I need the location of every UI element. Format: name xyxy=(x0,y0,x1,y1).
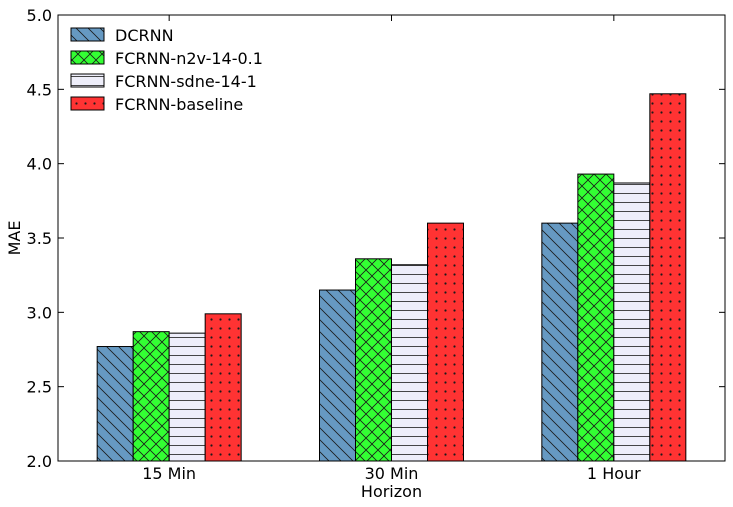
bar xyxy=(355,258,392,462)
bar xyxy=(577,173,615,462)
bar xyxy=(204,313,242,462)
bar xyxy=(132,331,170,462)
bar xyxy=(168,332,206,462)
legend-label: FCRNN-sdne-14-1 xyxy=(115,72,257,91)
legend-label: FCRNN-n2v-14-0.1 xyxy=(115,49,263,68)
legend-swatch xyxy=(70,96,105,111)
x-tick-label: 15 Min xyxy=(142,464,196,483)
legend-swatch xyxy=(70,73,105,88)
x-axis-label: Horizon xyxy=(361,482,422,501)
y-tick-label: 5.0 xyxy=(27,6,52,25)
x-axis: 15 Min 30 Min 1 Hour xyxy=(142,15,641,483)
legend-label: DCRNN xyxy=(115,26,174,45)
bar xyxy=(613,182,651,462)
y-tick-label: 4.0 xyxy=(27,155,52,174)
y-tick-label: 3.0 xyxy=(27,303,52,322)
y-tick-label: 2.0 xyxy=(27,452,52,471)
bar xyxy=(391,264,428,462)
legend-label: FCRNN-baseline xyxy=(115,95,243,114)
bars-group xyxy=(96,93,687,462)
x-tick-label: 30 Min xyxy=(365,464,419,483)
y-axis: 2.0 2.5 3.0 3.5 4.0 4.5 5.0 xyxy=(27,6,725,471)
legend-swatch xyxy=(70,50,105,65)
legend-swatch xyxy=(70,27,105,42)
y-tick-label: 3.5 xyxy=(27,229,52,248)
bar xyxy=(649,93,687,462)
bar xyxy=(541,222,579,462)
y-tick-label: 2.5 xyxy=(27,378,52,397)
y-tick-label: 4.5 xyxy=(27,80,52,99)
bar xyxy=(319,289,356,462)
bar xyxy=(96,346,134,462)
bar xyxy=(427,222,464,462)
x-tick-label: 1 Hour xyxy=(587,464,641,483)
legend: DCRNN FCRNN-n2v-14-0.1 FCRNN-sdne-14-1 FCRN… xyxy=(70,26,263,114)
y-axis-label: MAE xyxy=(5,221,24,256)
